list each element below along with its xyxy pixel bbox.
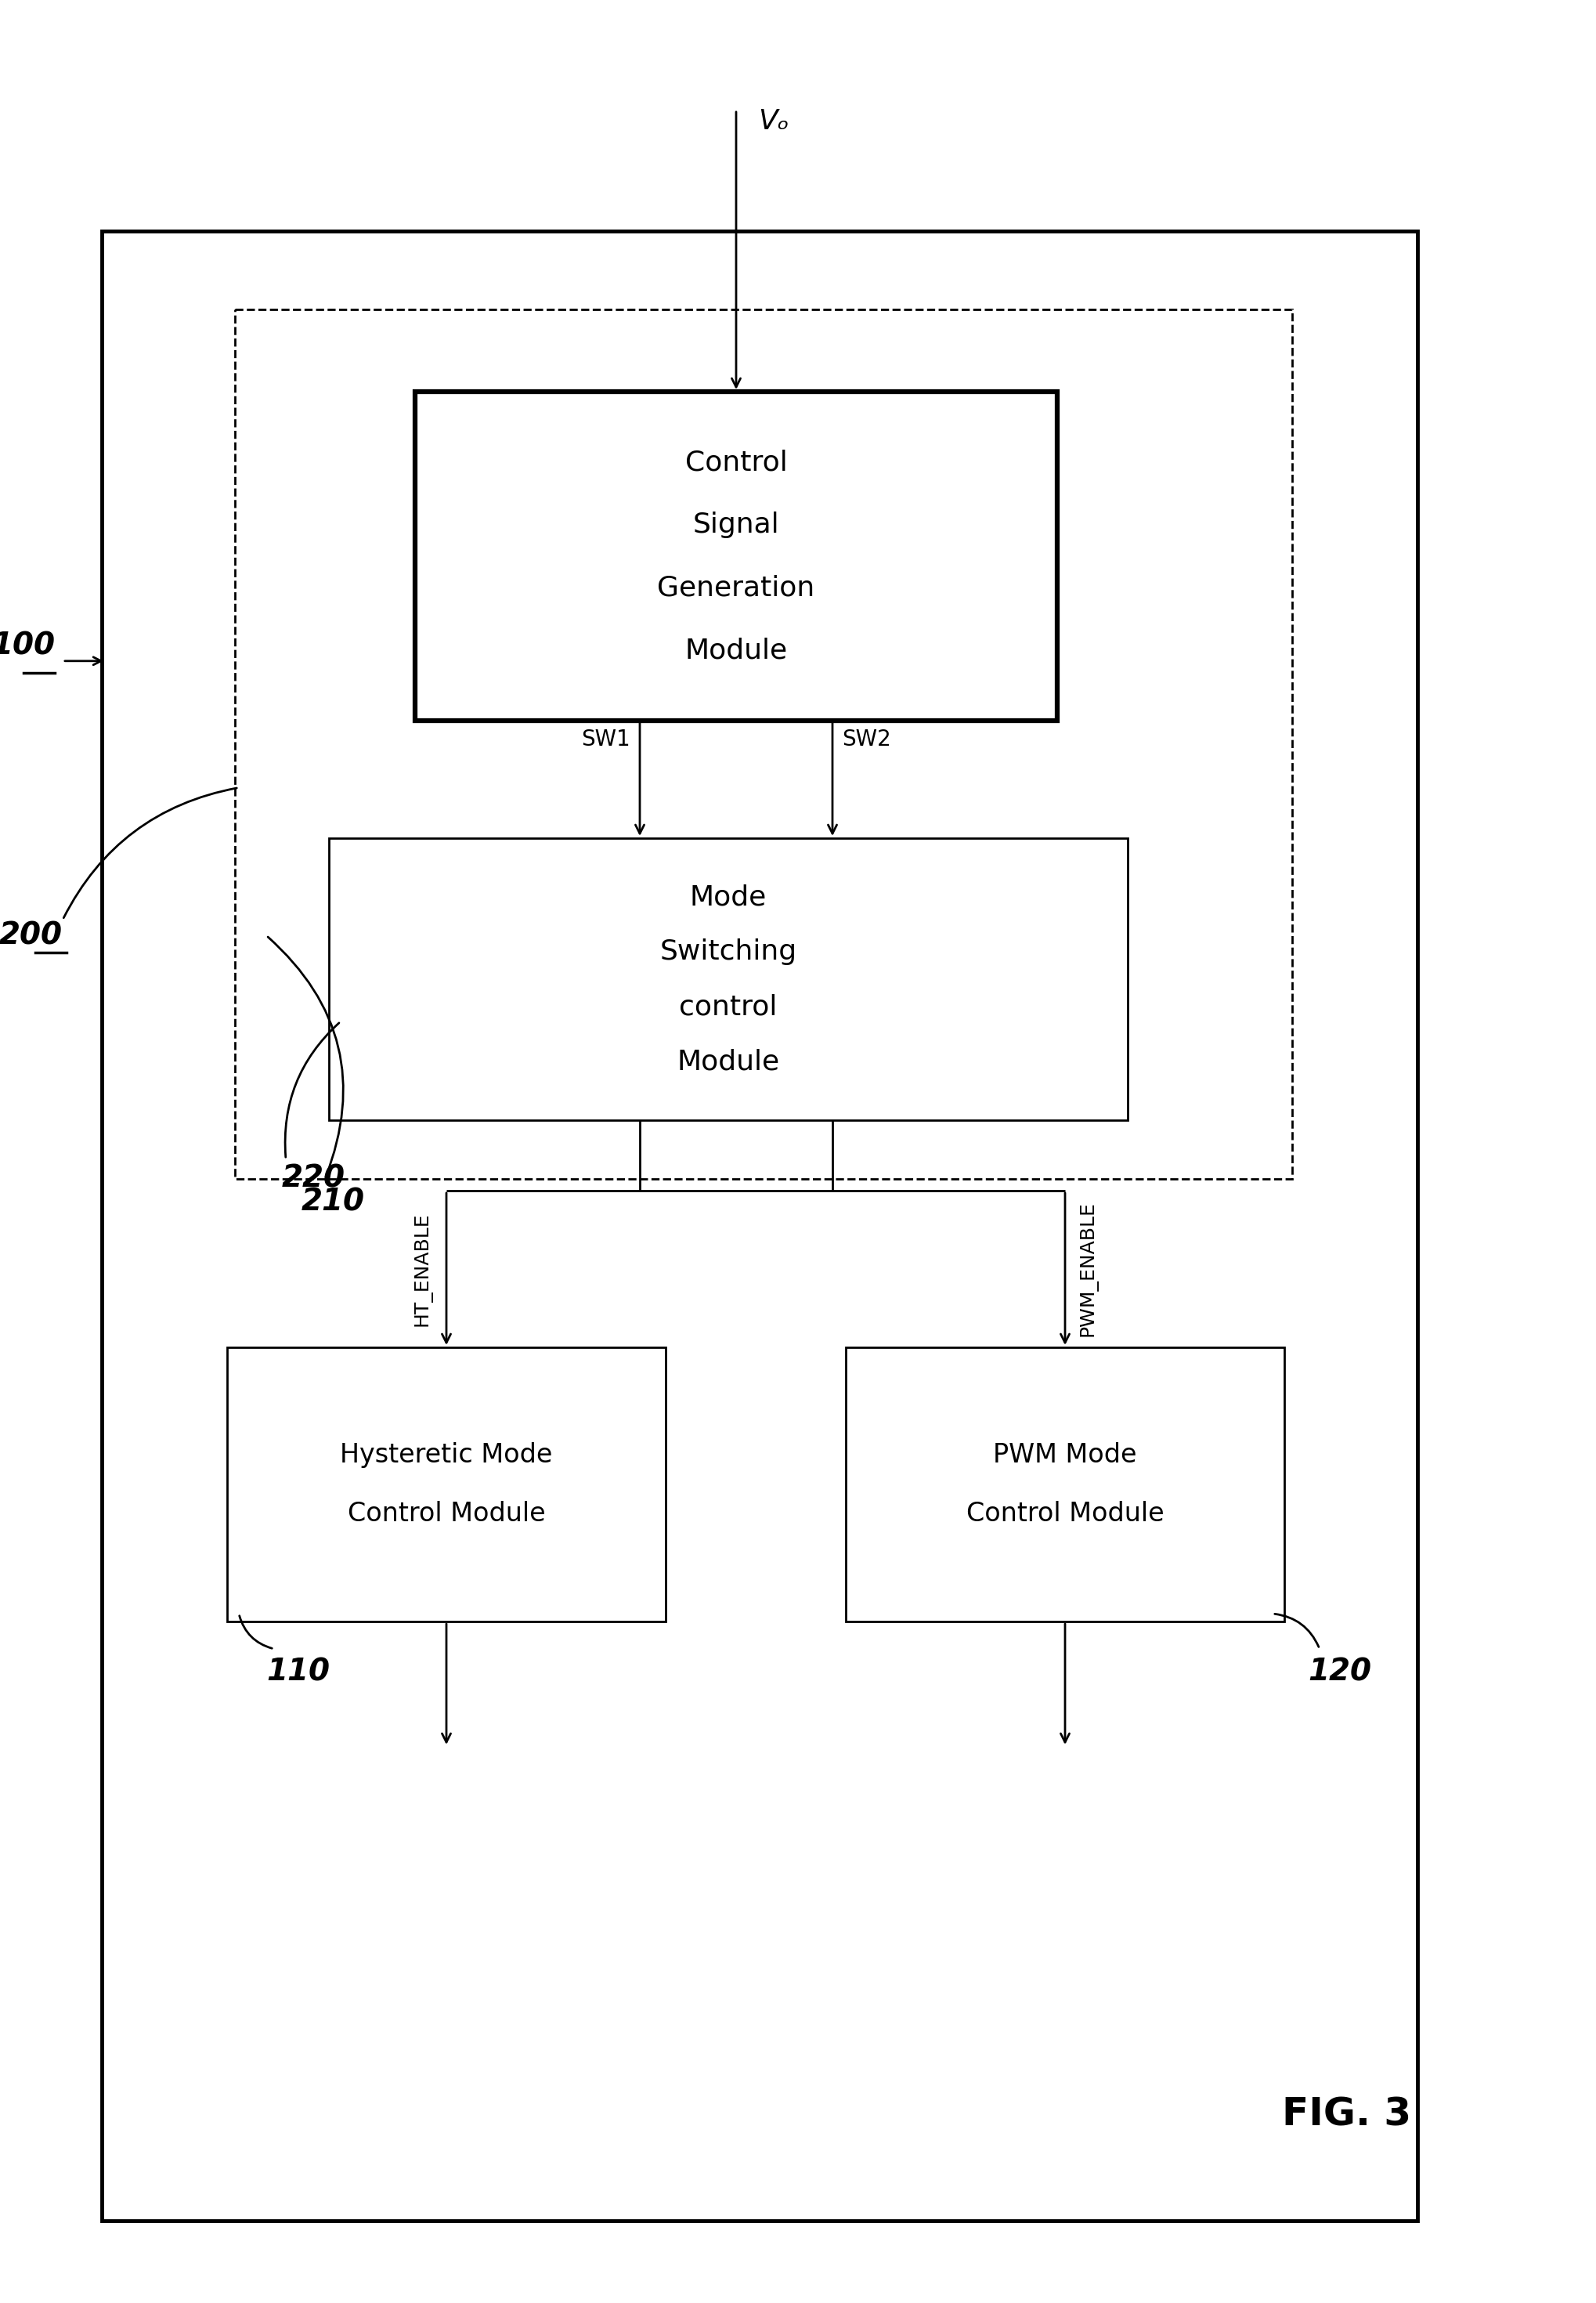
Bar: [415, 392, 1057, 721]
Text: 100: 100: [0, 631, 54, 661]
Text: PWM_ENABLE: PWM_ENABLE: [1079, 1202, 1098, 1336]
Text: Switching: Switching: [659, 937, 796, 965]
Text: Module: Module: [677, 1048, 779, 1076]
Text: PWM Mode: PWM Mode: [993, 1442, 1136, 1467]
Text: HT_ENABLE: HT_ENABLE: [413, 1211, 433, 1327]
Text: 120: 120: [1307, 1656, 1371, 1686]
Text: Generation: Generation: [658, 573, 816, 601]
Bar: [329, 838, 1128, 1119]
Bar: [102, 230, 1417, 2220]
Text: Vₒ: Vₒ: [758, 108, 788, 136]
Text: FIG. 3: FIG. 3: [1282, 2096, 1411, 2135]
Text: Control Module: Control Module: [966, 1502, 1163, 1527]
Bar: [846, 1347, 1285, 1621]
Text: 210: 210: [302, 1186, 365, 1216]
Text: Hysteretic Mode: Hysteretic Mode: [340, 1442, 552, 1467]
Bar: [227, 1347, 666, 1621]
Text: Control: Control: [685, 449, 787, 474]
Text: Mode: Mode: [689, 884, 766, 910]
Text: control: control: [680, 993, 777, 1020]
Text: 200: 200: [0, 921, 62, 951]
Bar: [235, 309, 1293, 1179]
Text: 110: 110: [267, 1656, 330, 1686]
Text: SW2: SW2: [841, 728, 891, 751]
Text: Signal: Signal: [693, 511, 779, 539]
Text: 220: 220: [282, 1163, 345, 1193]
Text: SW1: SW1: [581, 728, 630, 751]
Text: Module: Module: [685, 638, 787, 663]
Text: Control Module: Control Module: [348, 1502, 546, 1527]
